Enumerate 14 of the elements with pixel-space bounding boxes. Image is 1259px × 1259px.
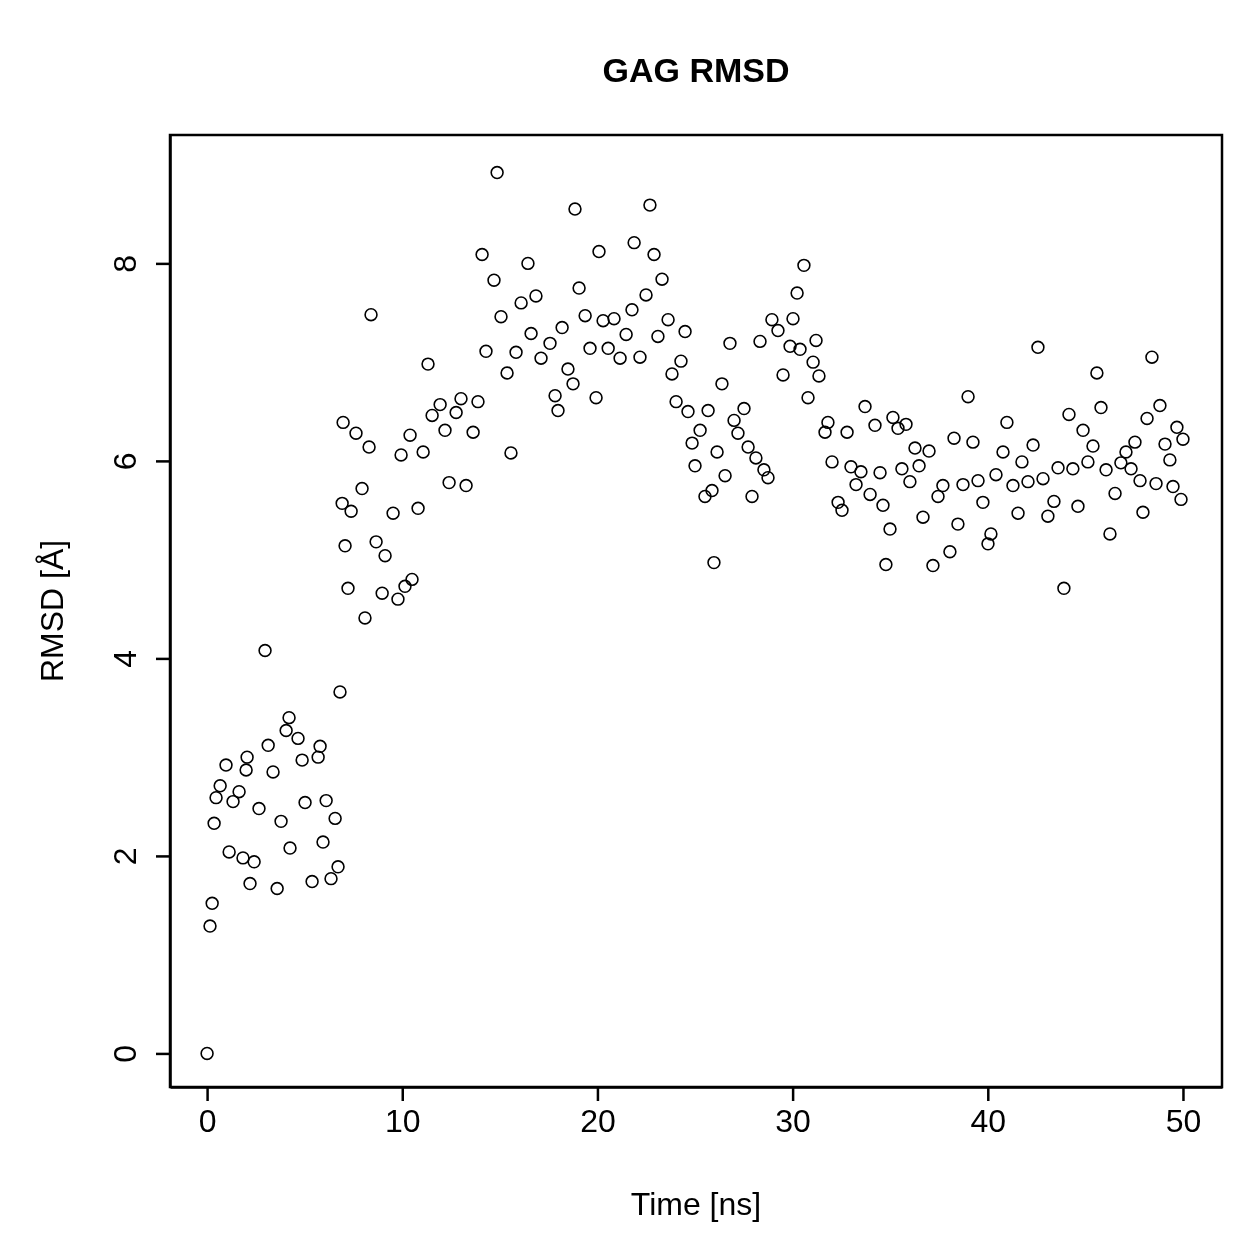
x-tick-label: 40 [970, 1102, 1007, 1139]
y-tick-label: 4 [107, 650, 143, 668]
x-tick-label: 10 [384, 1102, 421, 1139]
x-tick-label: 0 [198, 1102, 217, 1139]
y-tick-label: 2 [107, 847, 143, 866]
y-axis-title: RMSD [Å] [34, 539, 70, 683]
y-tick-label: 8 [107, 254, 143, 273]
y-tick-label: 6 [107, 452, 143, 471]
x-axis-title: Time [ns] [630, 1186, 762, 1222]
x-tick-label: 30 [775, 1102, 811, 1139]
y-tick-label: 0 [107, 1045, 143, 1063]
x-tick-label: 20 [580, 1102, 616, 1139]
x-tick-label: 50 [1165, 1102, 1202, 1139]
chart-title: GAG RMSD [602, 51, 790, 89]
